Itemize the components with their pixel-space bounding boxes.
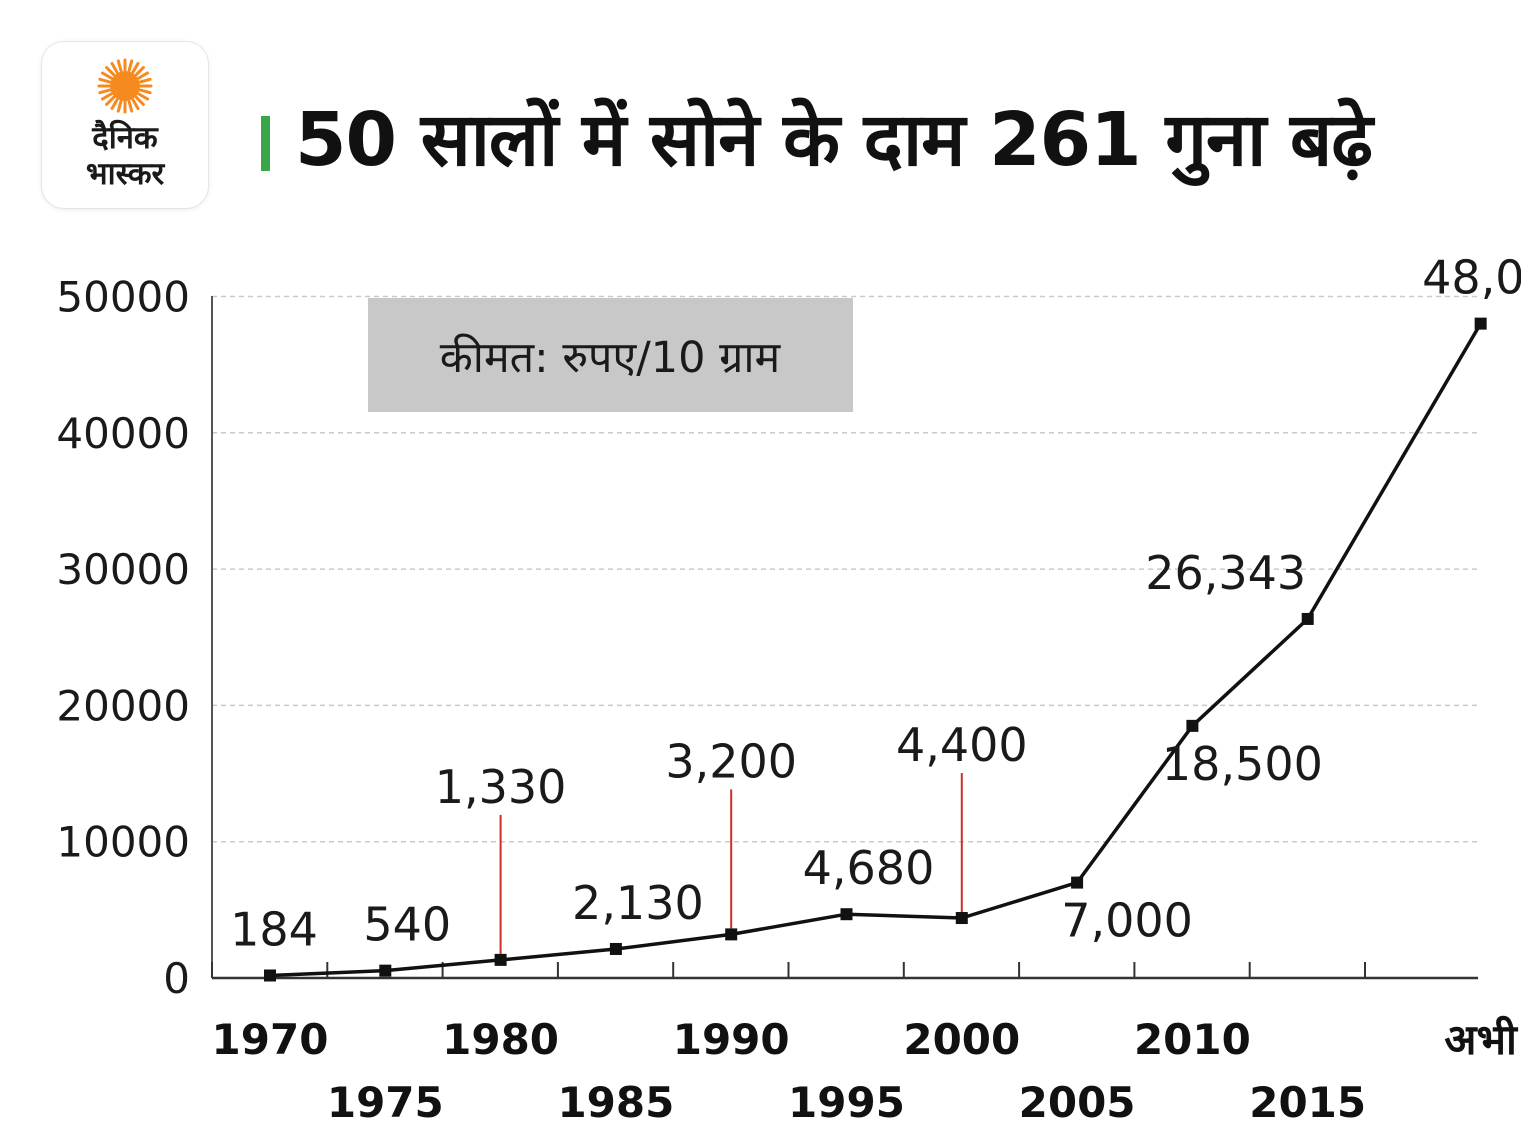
- sun-ray: [110, 98, 119, 110]
- sun-ray: [110, 62, 119, 74]
- y-tick-labels: 0 10000 20000 30000 40000 50000: [56, 273, 190, 1004]
- y-tick-label: 40000: [56, 409, 190, 458]
- x-tick-label: 2005: [1019, 1078, 1136, 1127]
- grid-lines: [212, 295, 1478, 843]
- y-tick-label: 20000: [56, 681, 190, 730]
- data-markers: [264, 317, 1487, 982]
- data-point-marker: [1474, 317, 1487, 330]
- data-point-marker: [494, 953, 507, 966]
- x-tick-label: 2000: [903, 1015, 1020, 1064]
- label-leaders: [499, 773, 963, 954]
- data-point-marker: [1301, 612, 1314, 625]
- sun-ray: [98, 88, 111, 95]
- sun-ray: [101, 92, 113, 101]
- sun-ray: [116, 59, 123, 72]
- data-point-marker: [379, 964, 392, 977]
- data-point-marker: [1186, 719, 1199, 732]
- x-tick-label: 1990: [673, 1015, 790, 1064]
- sun-ray: [137, 92, 149, 101]
- sun-ray: [137, 71, 149, 80]
- x-tick-label: 1980: [442, 1015, 559, 1064]
- data-label: 540: [363, 898, 451, 952]
- sun-ray: [105, 95, 116, 106]
- data-label: 26,343: [1145, 546, 1306, 600]
- data-point-marker: [955, 912, 968, 925]
- data-label: 48,009: [1422, 251, 1521, 305]
- x-tick-label: 1975: [327, 1078, 444, 1127]
- sun-ray: [98, 77, 111, 84]
- unit-box: कीमत: रुपए/10 ग्राम: [368, 298, 853, 412]
- data-point-marker: [725, 928, 738, 941]
- sun-ray: [101, 71, 113, 80]
- data-point-marker: [609, 942, 622, 955]
- data-point-marker: [840, 908, 853, 921]
- data-label: 4,400: [896, 718, 1028, 772]
- sun-icon: [97, 58, 153, 114]
- sun-ray: [131, 98, 140, 110]
- sun-ray: [127, 59, 134, 72]
- data-label: 1,330: [435, 760, 567, 814]
- data-point-marker: [1071, 876, 1084, 889]
- unit-label: कीमत: रुपए/10 ग्राम: [440, 333, 782, 383]
- data-label: 4,680: [803, 841, 935, 895]
- data-point-marker: [264, 969, 276, 982]
- x-tick-label: 2015: [1249, 1078, 1366, 1127]
- y-tick-label: 50000: [56, 273, 190, 322]
- x-tick-label: 1985: [557, 1078, 674, 1127]
- sun-ray: [127, 100, 134, 113]
- data-label: 184: [230, 902, 318, 956]
- data-label: 7,000: [1061, 894, 1193, 948]
- data-label: 2,130: [572, 876, 704, 930]
- sun-ray: [116, 100, 123, 113]
- sun-ray: [139, 77, 152, 84]
- x-tick-label: 2010: [1134, 1015, 1251, 1064]
- y-tick-label: 0: [163, 954, 190, 1003]
- data-label: 18,500: [1162, 737, 1323, 791]
- x-tick-labels: 1970 1975 1980 1985 1990 1995 2000 2005 2010 2015…: [212, 1015, 1519, 1127]
- axes: [211, 296, 1478, 980]
- y-tick-label: 30000: [56, 545, 190, 594]
- sun-ray: [105, 66, 116, 77]
- page-title: 50 सालों में सोने के दाम 261 गुना बढ़े: [295, 97, 1373, 183]
- x-tick-label: 1995: [788, 1078, 905, 1127]
- y-tick-label: 10000: [56, 818, 190, 867]
- data-label: 3,200: [665, 734, 797, 788]
- x-tick-label: 1970: [212, 1015, 329, 1064]
- sun-ray: [139, 88, 152, 95]
- sun-ray: [134, 95, 145, 106]
- sun-ray: [134, 66, 145, 77]
- title-accent-bar: [261, 116, 270, 171]
- x-tick-label: अभी: [1444, 1015, 1519, 1064]
- sun-ray: [131, 62, 140, 74]
